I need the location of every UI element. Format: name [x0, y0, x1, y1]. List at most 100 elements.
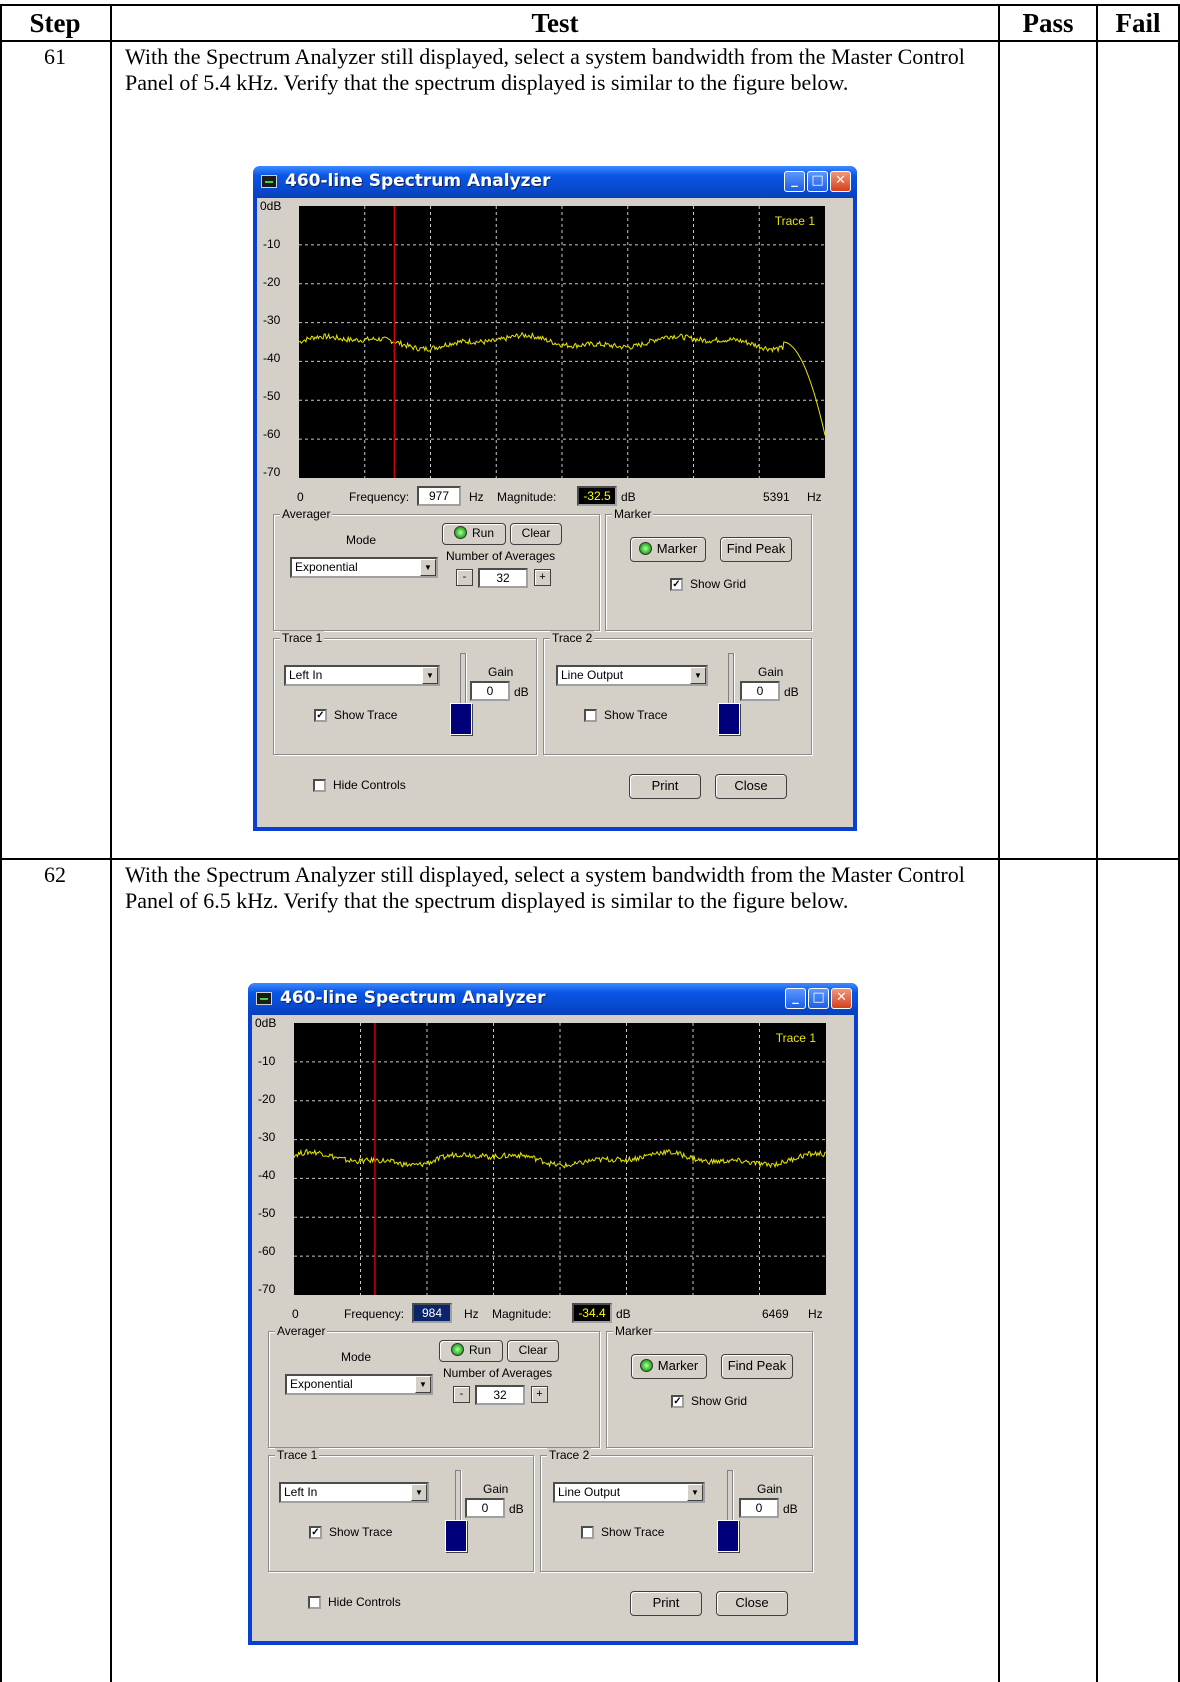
print-button[interactable]: Print: [629, 774, 701, 799]
hide-controls-checkbox[interactable]: [308, 1596, 321, 1609]
led-icon: [450, 1343, 464, 1356]
close-window-button[interactable]: ✕: [831, 988, 852, 1009]
clear-button[interactable]: Clear: [510, 523, 562, 545]
trace2-source-value: Line Output: [558, 1485, 621, 1499]
trace2-show-trace-checkbox[interactable]: [584, 709, 597, 722]
marker-button[interactable]: Marker: [631, 1354, 707, 1379]
magnitude-field: -32.5: [577, 486, 617, 506]
minimize-button[interactable]: _: [785, 988, 806, 1009]
trace1-source-dropdown[interactable]: Left In ▼: [279, 1482, 429, 1503]
hide-controls-checkbox[interactable]: [313, 779, 326, 792]
frequency-field[interactable]: 984: [412, 1303, 452, 1323]
title-bar[interactable]: 460-line Spectrum Analyzer _ □ ✕: [253, 166, 857, 198]
db-label: -30: [263, 313, 281, 327]
frequency-label: Frequency:: [349, 490, 410, 504]
run-button[interactable]: Run: [442, 523, 506, 545]
marker-group: Marker Marker Find Peak ✓ Show Grid: [606, 1324, 813, 1448]
find-peak-button[interactable]: Find Peak: [720, 537, 792, 562]
averages-field[interactable]: 32: [478, 568, 528, 588]
trace1-show-trace-checkbox[interactable]: ✓: [309, 1526, 322, 1539]
close-button[interactable]: Close: [716, 1591, 788, 1616]
trace2-gain-slider-thumb[interactable]: [717, 1520, 739, 1552]
db-label: 0dB: [255, 1016, 277, 1030]
show-grid-checkbox[interactable]: ✓: [671, 1395, 684, 1408]
group-title: Averager: [275, 1324, 328, 1338]
averages-plus-button[interactable]: +: [531, 1386, 548, 1403]
averages-field[interactable]: 32: [475, 1385, 525, 1405]
minimize-button[interactable]: _: [784, 171, 805, 192]
trace1-show-trace-checkbox[interactable]: ✓: [314, 709, 327, 722]
table-border-left: [0, 4, 2, 1682]
frequency-field[interactable]: 977: [417, 486, 461, 506]
trace1-gain-slider-thumb[interactable]: [450, 703, 472, 735]
trace2-group: Trace 2 Line Output ▼ Show Trace Gain 0 d…: [543, 631, 812, 755]
window-client-area: 0dB -10 -20 -30 -40 -50 -60 -70 Trace 1 …: [257, 198, 853, 827]
marker-button[interactable]: Marker: [630, 537, 706, 562]
mode-dropdown[interactable]: Exponential ▼: [290, 557, 438, 578]
close-window-button[interactable]: ✕: [830, 171, 851, 192]
run-button[interactable]: Run: [439, 1340, 503, 1362]
db-unit-label: dB: [621, 490, 636, 504]
trace2-gain-field[interactable]: 0: [739, 1498, 779, 1518]
chevron-down-icon[interactable]: ▼: [420, 559, 436, 576]
averages-minus-button[interactable]: -: [456, 569, 473, 586]
db-label: -60: [263, 427, 281, 441]
group-title: Trace 2: [550, 631, 595, 645]
chevron-down-icon[interactable]: ▼: [411, 1484, 427, 1501]
chevron-down-icon[interactable]: ▼: [687, 1484, 703, 1501]
header-step: Step: [29, 8, 81, 38]
trace1-source-value: Left In: [284, 1485, 318, 1499]
chevron-down-icon[interactable]: ▼: [422, 667, 438, 684]
maximize-button[interactable]: □: [807, 171, 828, 192]
clear-button[interactable]: Clear: [507, 1340, 559, 1362]
spectrum-analyzer-window: 460-line Spectrum Analyzer _ □ ✕ 0dB -10…: [248, 983, 858, 1645]
trace1-gain-field[interactable]: 0: [465, 1498, 505, 1518]
run-label: Run: [471, 526, 494, 540]
trace2-source-dropdown[interactable]: Line Output ▼: [556, 665, 708, 686]
db-label: -40: [258, 1168, 276, 1182]
table-border-top: [0, 4, 1180, 6]
trace2-show-trace-checkbox[interactable]: [581, 1526, 594, 1539]
title-bar[interactable]: 460-line Spectrum Analyzer _ □ ✕: [248, 983, 858, 1015]
chevron-down-icon[interactable]: ▼: [690, 667, 706, 684]
marker-group: Marker Marker Find Peak ✓ Show Grid: [605, 507, 812, 631]
db-label: -70: [258, 1282, 276, 1296]
step-instructions: With the Spectrum Analyzer still display…: [125, 862, 965, 913]
trace1-gain-field[interactable]: 0: [470, 681, 510, 701]
averager-group: Averager Mode Exponential ▼ Run Clear Num…: [268, 1324, 600, 1448]
averages-minus-button[interactable]: -: [453, 1386, 470, 1403]
group-title: Marker: [612, 507, 654, 521]
trace1-group: Trace 1 Left In ▼ ✓ Show Trace Gain 0 dB: [268, 1448, 534, 1572]
find-peak-button[interactable]: Find Peak: [721, 1354, 793, 1379]
window-title: 460-line Spectrum Analyzer: [280, 988, 546, 1008]
close-button[interactable]: Close: [715, 774, 787, 799]
mode-dropdown[interactable]: Exponential ▼: [285, 1374, 433, 1395]
trace2-gain-field[interactable]: 0: [740, 681, 780, 701]
gain-unit-label: dB: [514, 685, 529, 699]
spectrum-plot[interactable]: Trace 1: [294, 1023, 826, 1295]
show-grid-label: Show Grid: [690, 577, 747, 591]
show-grid-checkbox[interactable]: ✓: [670, 578, 683, 591]
trace1-source-dropdown[interactable]: Left In ▼: [284, 665, 440, 686]
spectrum-plot[interactable]: Trace 1: [299, 206, 825, 478]
led-icon: [638, 542, 652, 555]
maximize-button[interactable]: □: [808, 988, 829, 1009]
trace2-gain-slider-thumb[interactable]: [718, 703, 740, 735]
chevron-down-icon[interactable]: ▼: [415, 1376, 431, 1393]
print-button[interactable]: Print: [630, 1591, 702, 1616]
show-trace-label: Show Trace: [329, 1525, 393, 1539]
db-unit-label: dB: [616, 1307, 631, 1321]
spectrum-trace: [299, 331, 825, 436]
column-divider-test: [998, 4, 1000, 1682]
db-label: -10: [258, 1054, 276, 1068]
averages-plus-button[interactable]: +: [534, 569, 551, 586]
db-label: -40: [263, 351, 281, 365]
spectrum-analyzer-window: 460-line Spectrum Analyzer _ □ ✕ 0dB -10…: [253, 166, 857, 831]
group-title: Trace 1: [280, 631, 325, 645]
trace2-source-dropdown[interactable]: Line Output ▼: [553, 1482, 705, 1503]
trace1-gain-slider-thumb[interactable]: [445, 1520, 467, 1552]
db-label: -70: [263, 465, 281, 479]
header-pass: Pass: [1022, 8, 1074, 38]
gain-label: Gain: [758, 665, 784, 679]
